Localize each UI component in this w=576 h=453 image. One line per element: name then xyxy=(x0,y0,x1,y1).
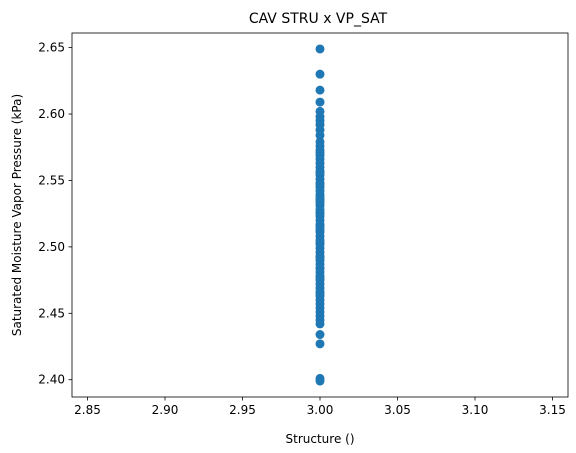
x-axis-ticks: 2.85 2.90 2.95 3.00 3.05 3.10 3.15 xyxy=(74,397,566,417)
scatter-point xyxy=(315,339,325,349)
x-tick-label: 3.15 xyxy=(539,403,566,417)
y-tick-label: 2.60 xyxy=(38,107,65,121)
scatter-point xyxy=(315,179,325,189)
scatter-point xyxy=(315,288,325,298)
plot-area-frame xyxy=(71,32,569,398)
scatter-point xyxy=(315,130,325,140)
y-tick-label: 2.50 xyxy=(38,240,65,254)
scatter-point xyxy=(315,263,325,273)
x-axis-title: Structure () xyxy=(286,432,355,446)
y-axis-title: Saturated Moisture Vapor Pressure (kPa) xyxy=(10,94,24,336)
x-tick-label: 2.95 xyxy=(229,403,256,417)
chart-title: CAV STRU x VP_SAT xyxy=(249,11,388,27)
y-tick-label: 2.55 xyxy=(38,173,65,187)
scatter-point xyxy=(315,137,325,147)
scatter-point xyxy=(315,330,325,340)
x-tick-label: 3.10 xyxy=(462,403,489,417)
scatter-point xyxy=(315,69,325,79)
scatter-point xyxy=(315,167,325,177)
scatter-point xyxy=(315,97,325,107)
data-points xyxy=(315,44,325,386)
x-tick-label: 3.05 xyxy=(384,403,411,417)
scatter-point xyxy=(315,376,325,386)
scatter-point xyxy=(315,274,325,284)
scatter-point xyxy=(315,85,325,95)
scatter-point xyxy=(315,112,325,122)
scatter-point xyxy=(315,148,325,158)
scatter-point xyxy=(315,44,325,54)
x-tick-label: 3.00 xyxy=(307,403,334,417)
scatter-point xyxy=(315,238,325,248)
y-tick-label: 2.65 xyxy=(38,41,65,55)
x-tick-label: 2.90 xyxy=(152,403,179,417)
scatter-point xyxy=(315,319,325,329)
y-axis-ticks: 2.40 2.45 2.50 2.55 2.60 2.65 xyxy=(38,41,72,387)
x-tick-label: 2.85 xyxy=(74,403,101,417)
y-tick-label: 2.40 xyxy=(38,373,65,387)
scatter-point xyxy=(315,195,325,205)
scatter-point xyxy=(315,207,325,217)
scatter-point xyxy=(315,253,325,263)
y-tick-label: 2.45 xyxy=(38,306,65,320)
scatter-point xyxy=(315,221,325,231)
